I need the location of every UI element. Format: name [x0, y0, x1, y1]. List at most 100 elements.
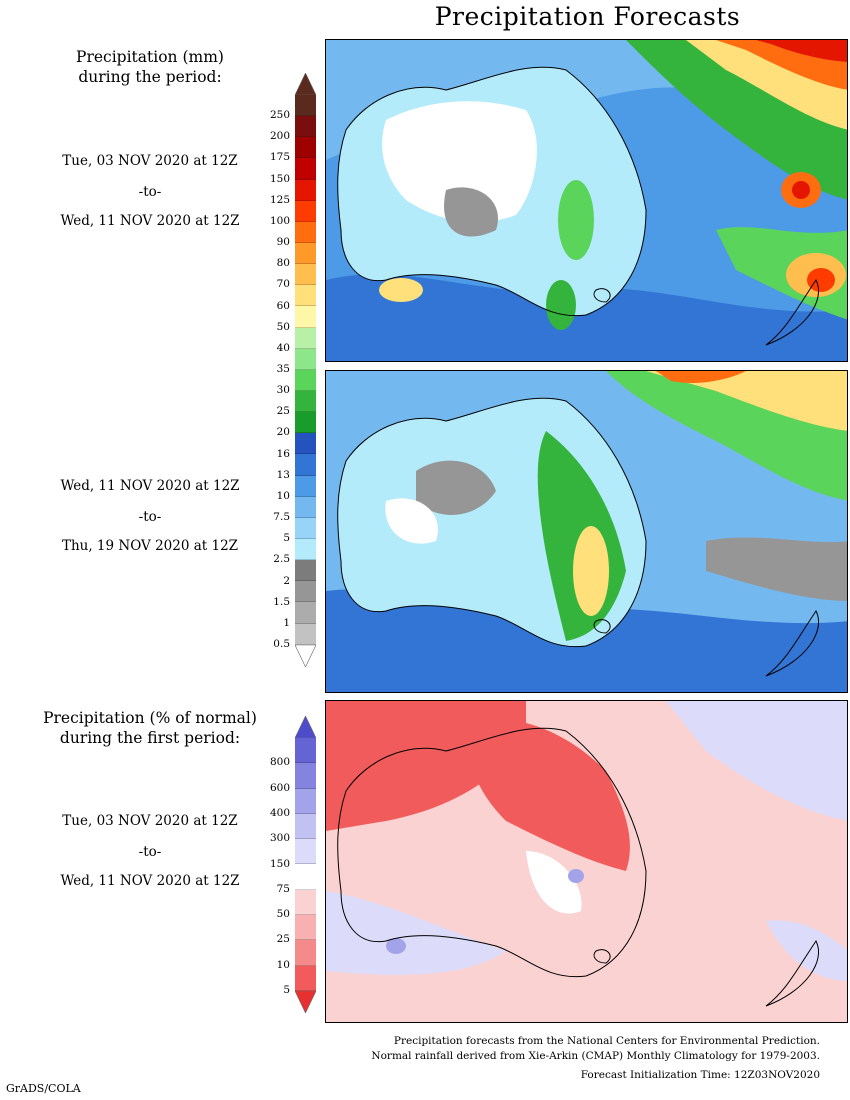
precip-mm-swatch — [295, 517, 316, 539]
precip-mm-tick-label: 0.5 — [273, 638, 290, 650]
precip-mm-swatch — [295, 221, 316, 243]
period3-end: Wed, 11 NOV 2020 at 12Z — [60, 873, 240, 889]
map-panel-period1-percent — [325, 700, 848, 1023]
precip-mm-tick-label: 60 — [276, 299, 290, 312]
grads-credit: GrADS/COLA — [6, 1082, 81, 1095]
precip-percent-tick-label: 50 — [276, 908, 290, 921]
precip-mm-swatch — [295, 95, 316, 117]
precip-mm-swatch — [295, 285, 316, 307]
precip-percent-colorbar — [295, 716, 316, 1013]
footer-source-line: Precipitation forecasts from the Nationa… — [393, 1035, 820, 1047]
precip-percent-tick-label: 300 — [269, 832, 290, 845]
precip-percent-swatch — [295, 965, 316, 991]
period1-end: Wed, 11 NOV 2020 at 12Z — [60, 213, 240, 229]
precip-percent-top-arrow — [295, 716, 316, 738]
precip-percent-tick-label: 5 — [283, 984, 290, 996]
precip-mm-swatch — [295, 581, 316, 603]
map-panel-period1-mm — [325, 39, 848, 362]
precip-percent-swatch — [295, 738, 316, 764]
precip-percent-heading-line2: during the first period: — [59, 729, 241, 747]
precip-mm-tick-label: 100 — [269, 214, 290, 227]
period1-sep: -to- — [138, 184, 162, 200]
precip-mm-swatch — [295, 242, 316, 265]
precip-mm-colorbar — [295, 73, 316, 667]
period3-sep: -to- — [138, 844, 162, 860]
precip-percent-tick-label: 400 — [269, 806, 290, 819]
precip-mm-tick-label: 50 — [276, 320, 290, 333]
precip-mm-tick-label: 175 — [269, 151, 290, 164]
precip-mm-tick-label: 10 — [276, 489, 290, 502]
precip-mm-tick-label: 125 — [269, 193, 290, 206]
period2-sep: -to- — [138, 509, 162, 525]
precip-mm-swatch — [295, 264, 316, 286]
precip-percent-bottom-arrow — [295, 990, 316, 1013]
period2-start: Wed, 11 NOV 2020 at 12Z — [60, 478, 240, 494]
precip-mm-tick-label: 80 — [276, 257, 290, 270]
precip-percent-heading: Precipitation (% of normal) during the f… — [0, 708, 300, 748]
precip-mm-bottom-arrow — [295, 644, 316, 667]
precip-mm-swatch — [295, 116, 316, 138]
precip-percent-swatch — [295, 813, 316, 840]
precip-mm-tick-label: 150 — [269, 172, 290, 185]
precip-mm-swatch — [295, 390, 316, 413]
precip-mm-heading-line2: during the period: — [78, 68, 222, 86]
precip-mm-swatch — [295, 306, 316, 328]
period3-start: Tue, 03 NOV 2020 at 12Z — [62, 813, 238, 829]
page-title: Precipitation Forecasts — [434, 2, 741, 31]
map-panel-period2-mm — [325, 370, 848, 693]
precip-mm-tick-label: 250 — [269, 109, 290, 122]
precip-mm-tick-label: 5 — [283, 532, 290, 545]
precip-mm-tick-label: 20 — [276, 426, 290, 439]
precip-mm-tick-label: 13 — [276, 468, 290, 481]
precip-mm-tick-label: 90 — [276, 236, 290, 249]
precip-percent-swatch — [295, 839, 316, 865]
precip-mm-tick-label: 200 — [269, 130, 290, 143]
precip-mm-swatch — [295, 475, 316, 497]
precip-percent-tick-label: 800 — [269, 756, 290, 769]
precip-mm-tick-label: 2.5 — [273, 553, 290, 566]
period2-end: Thu, 19 NOV 2020 at 12Z — [61, 538, 239, 554]
precip-mm-heading: Precipitation (mm) during the period: — [0, 47, 300, 87]
precip-percent-tick-label: 75 — [276, 882, 290, 895]
precip-mm-tick-label: 30 — [276, 384, 290, 397]
precip-mm-swatch — [295, 433, 316, 455]
precip-mm-tick-label: 70 — [276, 278, 290, 291]
precip-mm-top-arrow — [295, 73, 316, 95]
precip-mm-tick-label: 35 — [276, 363, 290, 375]
precip-percent-swatch — [295, 763, 316, 789]
precip-percent-tick-label: 600 — [269, 781, 290, 794]
precip-mm-swatch — [295, 496, 316, 518]
footer-normals-line: Normal rainfall derived from Xie-Arkin (… — [371, 1050, 820, 1062]
precip-mm-swatch — [295, 538, 316, 561]
precip-mm-swatch — [295, 369, 316, 391]
precip-mm-swatch — [295, 560, 316, 582]
precip-mm-tick-label: 2 — [283, 574, 290, 587]
precip-mm-swatch — [295, 327, 316, 349]
precip-percent-heading-line1: Precipitation (% of normal) — [43, 709, 257, 727]
precip-mm-tick-label: 16 — [276, 447, 290, 460]
precip-mm-swatch — [295, 602, 316, 624]
precip-mm-heading-line1: Precipitation (mm) — [76, 48, 224, 66]
precip-mm-tick-label: 40 — [276, 341, 290, 354]
footer-init-time: Forecast Initialization Time: 12Z03NOV20… — [580, 1069, 820, 1081]
precip-percent-tick-label: 10 — [276, 958, 290, 971]
precip-mm-tick-label: 1.5 — [273, 595, 290, 608]
precip-mm-swatch — [295, 412, 316, 434]
precip-percent-swatch — [295, 889, 316, 916]
precip-mm-tick-label: 1 — [283, 616, 290, 629]
precip-percent-swatch — [295, 788, 316, 814]
precip-mm-swatch — [295, 200, 316, 222]
precip-percent-swatch — [295, 940, 316, 966]
precip-mm-swatch — [295, 348, 316, 370]
precip-mm-tick-label: 7.5 — [273, 511, 290, 524]
precip-percent-tick-label: 25 — [276, 933, 290, 946]
precip-mm-tick-label: 25 — [276, 405, 290, 418]
precip-mm-swatch — [295, 158, 316, 180]
precip-percent-swatch — [295, 864, 316, 890]
precip-mm-swatch — [295, 454, 316, 476]
period1-start: Tue, 03 NOV 2020 at 12Z — [62, 153, 238, 169]
precip-mm-swatch — [295, 623, 316, 645]
precip-percent-tick-label: 150 — [269, 857, 290, 870]
precip-mm-swatch — [295, 137, 316, 159]
precip-percent-swatch — [295, 915, 316, 941]
